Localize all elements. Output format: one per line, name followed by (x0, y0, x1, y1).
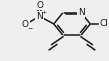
Text: N: N (36, 12, 43, 21)
Text: N: N (78, 8, 84, 17)
Text: O: O (22, 20, 29, 29)
Text: Cl: Cl (100, 19, 109, 28)
Text: −: − (27, 25, 32, 30)
Text: +: + (41, 10, 46, 15)
Text: O: O (36, 1, 43, 10)
